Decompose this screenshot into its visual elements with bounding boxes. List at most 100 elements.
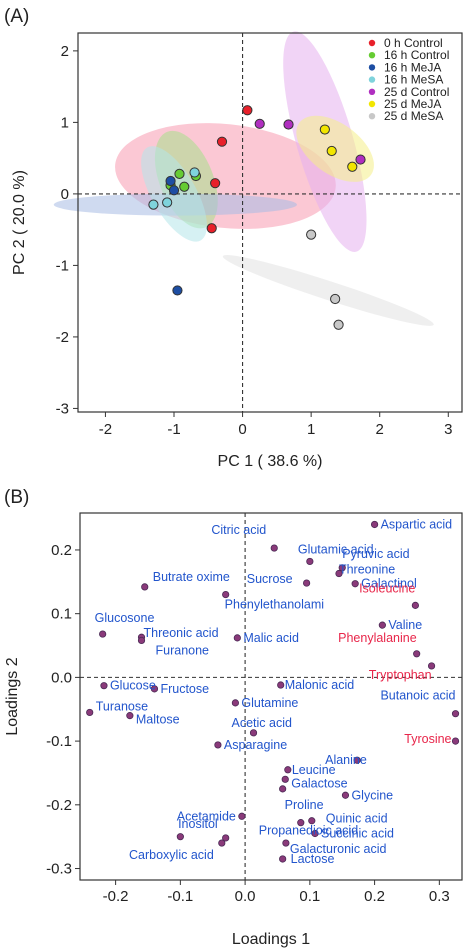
loading-label: Acetamide (177, 809, 236, 823)
loading-point (413, 650, 421, 658)
loading-point (351, 580, 359, 588)
loading-point (277, 681, 285, 689)
y-tick-label: 0.0 (51, 669, 72, 686)
y-tick-label: 0.2 (51, 542, 72, 559)
loading-point (281, 775, 289, 783)
y-tick-label: -3 (56, 400, 69, 417)
loading-label: Isoleucine (359, 581, 415, 595)
x-axis-ticks: -0.2 -0.1 0.0 0.1 0.2 0.3 (103, 880, 450, 905)
legend-label: 25 d Control (384, 85, 449, 99)
loading-label: Aspartic acid (381, 517, 453, 531)
loading-label: Malonic acid (285, 678, 355, 692)
loading-point (100, 682, 108, 690)
legend-label: 16 h MeSA (384, 73, 443, 87)
loading-point (338, 564, 346, 572)
plot-frame (77, 32, 463, 413)
point-16-h-mesa (162, 197, 173, 208)
x-tick-label: 0.1 (299, 888, 320, 905)
loading-point (222, 590, 230, 599)
x-tick-label: 0.0 (235, 888, 256, 905)
legend-label: 25 d MeJA (384, 97, 441, 111)
x-tick-label: -0.2 (103, 888, 129, 905)
loading-label: Malic acid (243, 631, 299, 645)
x-tick-label: 3 (444, 421, 452, 438)
legend-label: 16 h MeJA (384, 60, 441, 74)
loading-point (126, 712, 134, 720)
loading-point (86, 708, 94, 717)
loading-label: Galacturonic acid (290, 842, 387, 856)
loading-label: Galactinol (361, 577, 417, 591)
loading-point (451, 710, 460, 718)
loading-point (141, 583, 149, 591)
x-tick-label: -2 (99, 421, 112, 438)
x-axis-label: Loadings 1 (232, 931, 310, 948)
loading-label: Inositol (178, 817, 218, 831)
loading-point (297, 819, 305, 827)
loading-point (176, 833, 184, 841)
loading-point (279, 785, 287, 793)
ellipse-25-d-mesa (222, 255, 434, 326)
loading-label: Butrate oxime (153, 570, 230, 584)
x-tick-label: -0.1 (167, 888, 193, 905)
legend-marker (368, 39, 376, 47)
loading-point (306, 557, 314, 566)
loading-label: Acetic acid (232, 716, 292, 730)
point-25-d-mesa (330, 293, 341, 305)
point-16-h-mesa (148, 199, 159, 210)
loading-label: Asparagine (224, 738, 287, 752)
legend-label: 25 d MeSA (384, 109, 443, 123)
loading-point (233, 634, 241, 642)
loading-point (311, 829, 319, 838)
point-0-h-control (216, 136, 228, 147)
reference-lines (78, 33, 462, 412)
loading-label: Glycine (351, 788, 393, 802)
legend-marker (368, 52, 376, 59)
loading-point (249, 729, 258, 737)
legend-marker (368, 64, 376, 71)
point-25-d-meja (347, 161, 358, 172)
loading-point (222, 834, 230, 842)
point-25-d-mesa (333, 319, 344, 330)
legend-marker (368, 88, 376, 96)
loading-point (282, 839, 290, 847)
loading-point (284, 766, 292, 774)
loading-label: Citric acid (211, 523, 266, 537)
loading-label: Proline (285, 798, 324, 812)
x-tick-label: 0.2 (364, 888, 385, 905)
loading-label: Maltose (136, 713, 180, 727)
point-25-d-mesa (306, 229, 317, 240)
loading-label: Fructose (160, 682, 209, 696)
loading-point (238, 812, 246, 820)
loading-point (303, 579, 311, 587)
loading-label: Leucine (292, 763, 336, 777)
loading-label: Glucose (110, 679, 156, 693)
legend-marker (368, 100, 376, 108)
point-25-d-control (254, 118, 265, 129)
x-tick-label: -1 (167, 421, 180, 438)
loading-point (231, 699, 239, 707)
loading-point (218, 839, 226, 847)
loading-label: Galactose (291, 776, 347, 790)
loading-point (353, 756, 361, 764)
x-tick-label: 2 (376, 421, 384, 438)
plot-frame (79, 512, 463, 881)
loading-label: Lactose (291, 852, 335, 866)
loading-label: Phenylalanine (338, 631, 417, 645)
loading-label: Succinic acid (321, 826, 394, 840)
loading-label: Quinic acid (326, 812, 388, 826)
y-tick-label: -0.3 (46, 861, 72, 878)
y-tick-label: 0 (61, 186, 69, 203)
loading-labels: Aspartic acid Citric acid Glutamic acidPyr… (95, 517, 456, 866)
y-tick-label: -1 (56, 257, 69, 274)
point-16-h-meja (165, 175, 176, 187)
loading-label: Propanedioic acid (259, 824, 358, 838)
loading-label: Threonine (339, 563, 395, 577)
loading-label: Valine (388, 618, 422, 632)
x-axis-label: PC 1 ( 38.6 %) (218, 453, 323, 470)
loading-label: Phenylethanolami (225, 598, 324, 612)
legend-label: 16 h Control (384, 48, 449, 62)
loading-point (378, 621, 386, 629)
point-16-h-control (174, 168, 185, 179)
loading-point (137, 636, 146, 645)
